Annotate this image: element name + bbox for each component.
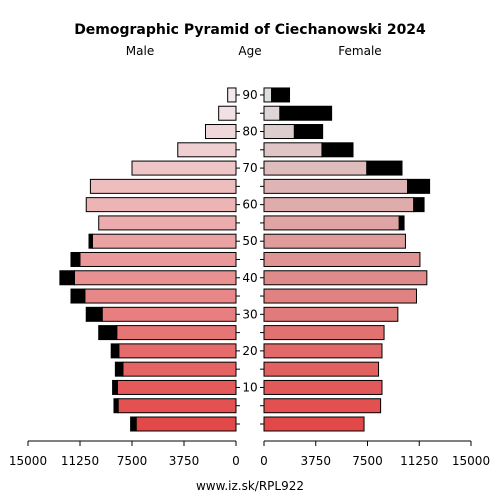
female-bar-65-69: [263, 178, 409, 194]
male-excess-15-19: [114, 361, 124, 377]
female-bar-90+: [263, 87, 273, 103]
female-axis-label: 7500: [352, 454, 383, 468]
female-bars: [263, 87, 431, 432]
male-excess-40-44: [59, 270, 75, 286]
age-label: 90: [242, 88, 257, 102]
male-excess-5-9: [113, 398, 119, 414]
male-bar-55-59: [98, 215, 237, 231]
female-excess-75-79: [321, 142, 354, 158]
male-axis-label: 7500: [117, 454, 148, 468]
female-excess-65-69: [407, 178, 431, 194]
footer-source: www.iz.sk/RPL922: [196, 479, 304, 493]
chart-title: Demographic Pyramid of Ciechanowski 2024: [74, 22, 426, 38]
female-header: Female: [338, 44, 381, 58]
age-label: 80: [242, 125, 257, 139]
male-bar-40-44: [73, 270, 237, 286]
female-bar-75-79: [263, 142, 323, 158]
female-bar-70-74: [263, 160, 368, 176]
female-bar-5-9: [263, 398, 382, 414]
male-excess-10-14: [112, 379, 118, 395]
female-axis-label: 11250: [400, 454, 438, 468]
female-excess-70-74: [366, 160, 403, 176]
male-bar-45-49: [79, 251, 237, 267]
male-bar-80-84: [204, 124, 237, 140]
female-bar-50-54: [263, 233, 406, 249]
female-excess-85-89: [279, 105, 333, 121]
male-bar-75-79: [177, 142, 237, 158]
female-bar-35-39: [263, 288, 417, 304]
male-bar-70-74: [131, 160, 237, 176]
male-excess-0-4: [130, 416, 137, 432]
female-excess-90+: [271, 87, 291, 103]
female-bar-55-59: [263, 215, 400, 231]
male-bar-10-14: [116, 379, 237, 395]
male-bar-35-39: [84, 288, 237, 304]
age-label: 10: [242, 380, 257, 394]
age-label: 40: [242, 271, 257, 285]
female-axis-label: 3750: [300, 454, 331, 468]
age-label: 50: [242, 234, 257, 248]
age-label: 60: [242, 198, 257, 212]
female-excess-55-59: [398, 215, 405, 231]
male-axis-label: 15000: [9, 454, 47, 468]
female-bar-45-49: [263, 251, 421, 267]
age-label: 70: [242, 161, 257, 175]
female-axis-label: 15000: [452, 454, 490, 468]
male-bar-30-34: [101, 306, 237, 322]
male-excess-50-54: [88, 233, 93, 249]
male-x-axis: 15000 11250 7500 3750 0: [9, 440, 240, 468]
male-bar-0-4: [135, 416, 237, 432]
male-excess-30-34: [85, 306, 103, 322]
male-header: Male: [126, 44, 154, 58]
male-bar-50-54: [91, 233, 237, 249]
male-bar-85-89: [218, 105, 237, 121]
female-excess-60-64: [413, 197, 425, 213]
male-bars: [59, 87, 237, 432]
female-bar-80-84: [263, 124, 295, 140]
male-bar-5-9: [117, 398, 237, 414]
age-label: 30: [242, 307, 257, 321]
male-excess-25-29: [98, 325, 118, 341]
female-bar-10-14: [263, 379, 383, 395]
female-bar-40-44: [263, 270, 428, 286]
male-bar-20-24: [118, 343, 237, 359]
male-excess-45-49: [70, 251, 81, 267]
female-bar-0-4: [263, 416, 365, 432]
male-bar-90+: [227, 87, 237, 103]
female-excess-80-84: [293, 124, 324, 140]
male-bar-15-19: [122, 361, 237, 377]
female-bar-60-64: [263, 197, 415, 213]
age-header: Age: [238, 44, 261, 58]
male-excess-20-24: [110, 343, 120, 359]
female-bar-30-34: [263, 306, 399, 322]
female-x-axis: 0 3750 7500 11250 15000: [260, 440, 490, 468]
male-bar-65-69: [89, 178, 237, 194]
male-axis-label: 3750: [169, 454, 200, 468]
female-bar-85-89: [263, 105, 281, 121]
male-bar-25-29: [116, 325, 237, 341]
female-axis-label: 0: [260, 454, 268, 468]
male-axis-label: 0: [232, 454, 240, 468]
male-excess-35-39: [70, 288, 86, 304]
female-bar-15-19: [263, 361, 380, 377]
age-label: 20: [242, 344, 257, 358]
male-axis-label: 11250: [61, 454, 99, 468]
age-axis: 10 20 30 40 50 60 70 80 90: [236, 88, 264, 425]
female-bar-20-24: [263, 343, 383, 359]
male-bar-60-64: [85, 197, 237, 213]
female-bar-25-29: [263, 325, 385, 341]
